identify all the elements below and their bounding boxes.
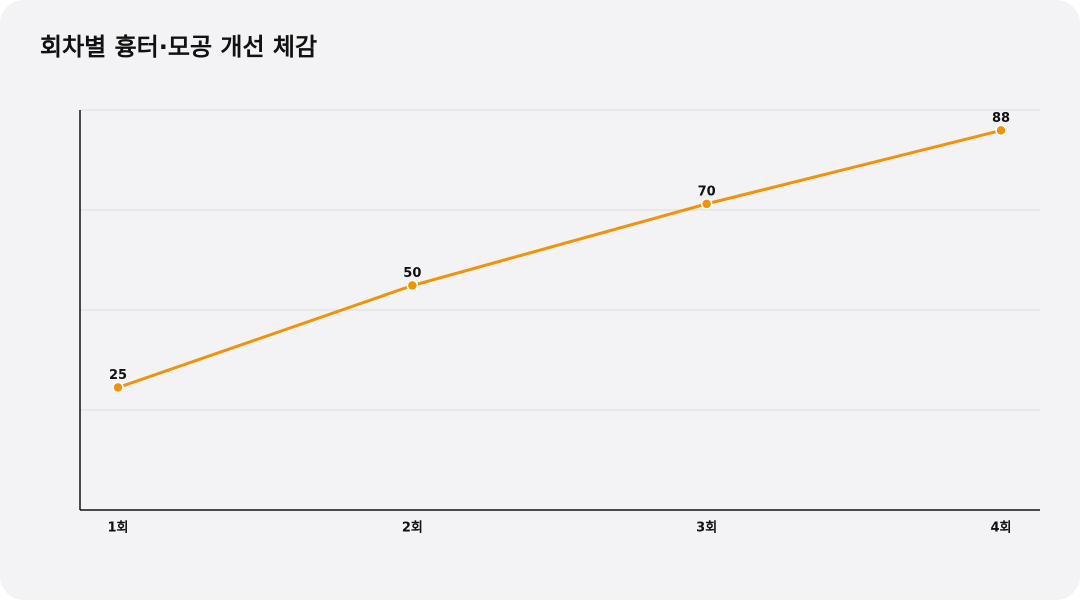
data-label: 25 xyxy=(109,368,127,383)
data-label: 50 xyxy=(403,266,421,281)
line xyxy=(117,128,1002,389)
x-tick-label: 1회 xyxy=(107,520,128,536)
x-tick-label: 3회 xyxy=(696,520,717,536)
point xyxy=(995,124,1007,137)
point xyxy=(700,198,713,210)
chart-title: 회차별 흉터·모공 개선 체감 xyxy=(40,33,317,61)
data-label: 88 xyxy=(992,111,1010,126)
point xyxy=(112,381,124,394)
data-label: 70 xyxy=(698,184,716,199)
x-tick-label: 2회 xyxy=(402,520,423,536)
point xyxy=(406,279,419,292)
x-tick-label: 4회 xyxy=(990,520,1011,536)
